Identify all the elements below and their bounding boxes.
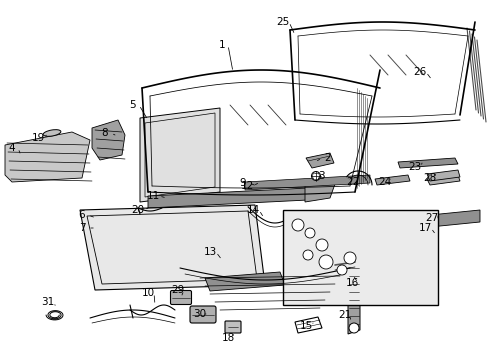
Polygon shape bbox=[5, 132, 90, 182]
Circle shape bbox=[305, 228, 314, 238]
Text: 31: 31 bbox=[41, 297, 55, 307]
Text: 6: 6 bbox=[79, 210, 85, 220]
Text: 21: 21 bbox=[338, 310, 351, 320]
Circle shape bbox=[315, 239, 327, 251]
Circle shape bbox=[318, 255, 332, 269]
Text: 9: 9 bbox=[239, 178, 246, 188]
Circle shape bbox=[303, 250, 312, 260]
Text: 22: 22 bbox=[346, 177, 359, 187]
Polygon shape bbox=[347, 258, 359, 334]
Polygon shape bbox=[305, 180, 334, 202]
Polygon shape bbox=[305, 153, 333, 168]
Text: 15: 15 bbox=[299, 321, 312, 331]
Polygon shape bbox=[302, 244, 324, 256]
Text: 25: 25 bbox=[276, 17, 289, 27]
Text: 28: 28 bbox=[423, 173, 436, 183]
FancyBboxPatch shape bbox=[190, 306, 216, 323]
Text: 11: 11 bbox=[146, 191, 159, 201]
FancyBboxPatch shape bbox=[224, 321, 241, 333]
Text: 14: 14 bbox=[246, 205, 259, 215]
Circle shape bbox=[311, 171, 320, 180]
Text: 8: 8 bbox=[102, 128, 108, 138]
Ellipse shape bbox=[43, 130, 61, 136]
Circle shape bbox=[336, 265, 346, 275]
Text: 26: 26 bbox=[412, 67, 426, 77]
Circle shape bbox=[291, 219, 304, 231]
Text: 5: 5 bbox=[129, 100, 136, 110]
Polygon shape bbox=[397, 158, 457, 168]
Polygon shape bbox=[204, 272, 285, 291]
Polygon shape bbox=[244, 175, 369, 190]
Text: 7: 7 bbox=[79, 223, 85, 233]
Text: 16: 16 bbox=[345, 278, 358, 288]
Text: 2: 2 bbox=[324, 153, 331, 163]
Text: 1: 1 bbox=[218, 40, 225, 50]
Polygon shape bbox=[374, 175, 409, 185]
Bar bbox=[283, 210, 437, 305]
Circle shape bbox=[343, 252, 355, 264]
Polygon shape bbox=[92, 120, 125, 160]
Text: 3: 3 bbox=[317, 171, 324, 181]
Polygon shape bbox=[148, 188, 307, 208]
Text: 27: 27 bbox=[425, 213, 438, 223]
Text: 20: 20 bbox=[131, 205, 144, 215]
Circle shape bbox=[348, 323, 358, 333]
FancyBboxPatch shape bbox=[170, 291, 191, 305]
Text: 4: 4 bbox=[9, 143, 15, 153]
Text: 29: 29 bbox=[171, 285, 184, 295]
Polygon shape bbox=[140, 108, 220, 202]
Text: 13: 13 bbox=[203, 247, 216, 257]
Polygon shape bbox=[426, 170, 459, 181]
Text: 18: 18 bbox=[221, 333, 234, 343]
Polygon shape bbox=[419, 210, 479, 228]
Text: 19: 19 bbox=[31, 133, 44, 143]
Polygon shape bbox=[294, 317, 321, 333]
Text: 30: 30 bbox=[193, 309, 206, 319]
Polygon shape bbox=[80, 205, 264, 290]
Text: 12: 12 bbox=[240, 181, 253, 191]
Text: 17: 17 bbox=[418, 223, 431, 233]
Text: 23: 23 bbox=[407, 162, 421, 172]
Polygon shape bbox=[426, 175, 459, 185]
Text: 24: 24 bbox=[378, 177, 391, 187]
Text: 10: 10 bbox=[141, 288, 154, 298]
